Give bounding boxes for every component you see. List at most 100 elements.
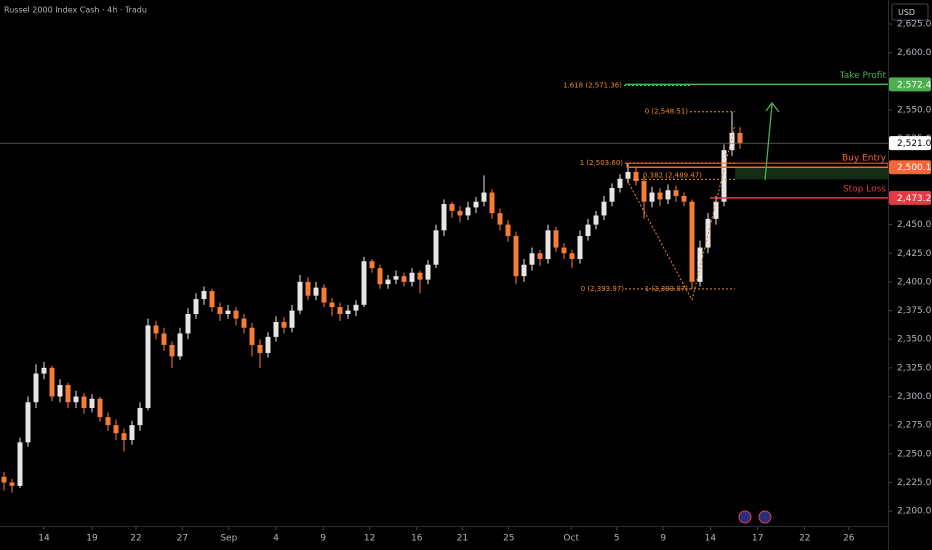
candle-body [129,425,135,441]
plot-layer [1,111,743,493]
candle-body [345,310,351,314]
level-tag-label: 2,500.10 [897,163,932,173]
candle-body [729,132,735,151]
level-name: Buy Entry [842,154,887,164]
level-name: Stop Loss [843,184,886,194]
candle-body [449,203,455,211]
fib-label: 0 (2,393.97) [581,285,625,293]
candle-body [689,201,695,282]
x-tick-label: 5 [614,534,620,544]
candle-body [281,322,287,328]
candle-body [65,385,71,403]
y-tick-label: 2,250.00 [897,449,932,459]
y-tick-label: 2,375.00 [897,306,932,316]
candle-body [273,322,279,337]
x-tick-label: 9 [660,534,666,544]
fib-label: 0.382 (2,489.47) [643,171,702,179]
y-tick-label: 2,400.00 [897,277,932,287]
candle-body [617,178,623,188]
candle-body [721,150,727,202]
price-tag [889,136,931,151]
candle-body [521,264,527,277]
candle-body [625,171,631,179]
price-tag-label: 2,521.06 [897,139,932,149]
candle-body [185,313,191,334]
candle-body [577,236,583,259]
y-tick-label: 2,350.00 [897,335,932,345]
candle-body [481,192,487,202]
candle-body [425,264,431,280]
candle-body [241,318,247,328]
level-tag-label: 2,473.28 [897,194,932,204]
candle-body [497,213,503,225]
x-tick-label: 9 [320,534,326,544]
candle-body [137,407,143,426]
candle-body [585,224,591,237]
x-tick-label: Oct [563,534,579,544]
candle-body [633,171,639,182]
candle-body [561,247,567,254]
level-name: Take Profit [839,71,887,81]
y-tick-label: 2,450.00 [897,220,932,230]
candle-body [385,279,391,285]
candle-body [113,425,119,434]
candle-body [649,192,655,202]
candle-body [353,304,359,311]
event-icon[interactable] [738,510,752,524]
candle-body [265,336,271,353]
y-tick-label: 2,225.00 [897,478,932,488]
candle-body [665,190,671,200]
candle-body [409,272,415,282]
candle-body [681,195,687,202]
x-tick-label: 25 [503,534,514,544]
level-tag [889,190,931,205]
candle-body [9,482,15,486]
fib-label: 0 (2,548.51) [645,108,689,116]
y-tick-label: 2,200.00 [897,507,932,517]
fib-connector [626,124,736,301]
candle-body [697,247,703,282]
x-tick-label: Sep [220,534,237,544]
candle-body [41,367,47,374]
currency-label: USD [898,8,915,17]
candle-body [49,367,55,397]
x-tick-label: 14 [705,534,717,544]
event-icon[interactable] [758,510,772,524]
candle-body [89,398,95,408]
candle-body [393,276,399,280]
candle-body [169,344,175,357]
candle-body [369,261,375,269]
x-tick-label: 19 [86,534,98,544]
entry-zone [735,167,888,180]
x-tick-label: 4 [273,534,279,544]
candle-body [177,333,183,357]
candle-body [609,187,615,202]
candle-body [713,201,719,219]
y-tick-label: 2,625.00 [897,20,932,30]
fib-label: 1 (2,503.60) [580,159,624,167]
level-tag-label: 2,572.42 [897,80,932,90]
candle-body [553,230,559,248]
candle-body [33,373,39,403]
fib-label: 1.618 (2,571.36) [563,82,622,90]
candle-body [537,253,543,259]
chart-title: Russel 2000 Index Cash · 4h · Tradu [4,6,147,15]
x-tick-label: 21 [457,534,468,544]
x-tick-label: 22 [130,534,141,544]
candle-body [569,253,575,259]
x-tick-label: 22 [799,534,810,544]
currency-box[interactable] [891,3,929,21]
candle-body [209,291,215,308]
candle-body [105,417,111,426]
candle-body [473,201,479,208]
candle-body [457,210,463,216]
candle-body [57,385,63,397]
candle-body [417,272,423,280]
candle-body [593,215,599,225]
candle-body [313,287,319,296]
candle-body [505,224,511,237]
level-tag [889,77,931,92]
y-tick-label: 2,550.00 [897,106,932,116]
